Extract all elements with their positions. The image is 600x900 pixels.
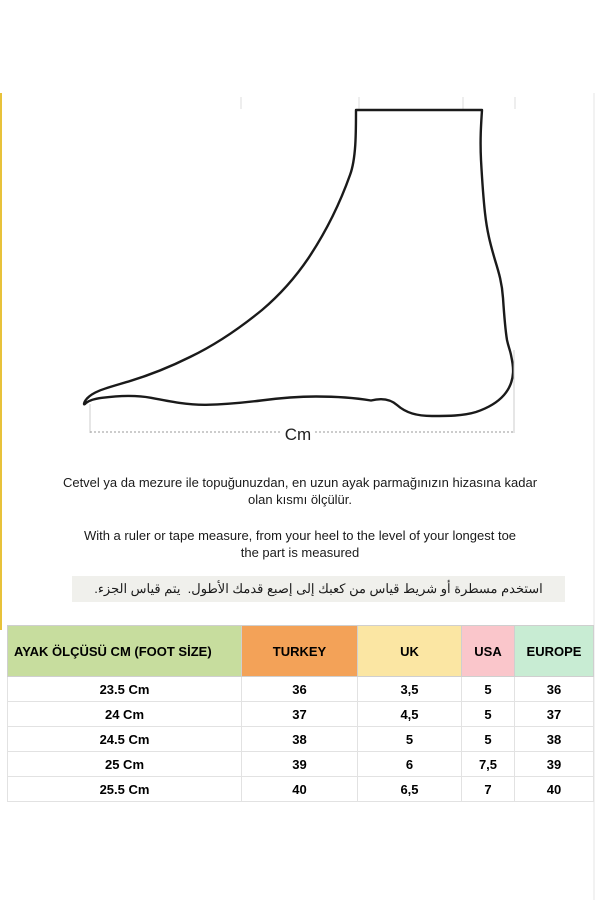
svg-text:Cm: Cm: [285, 425, 311, 444]
